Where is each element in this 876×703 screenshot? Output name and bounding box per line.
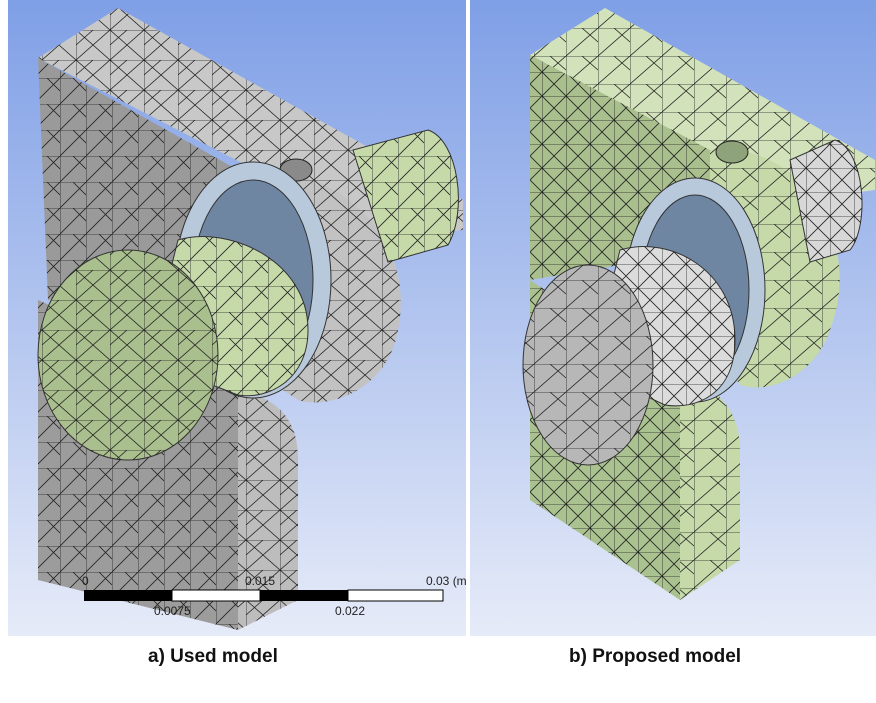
scale-label-0-03: 0.03 (m): [426, 574, 466, 588]
scale-label-0-015: 0.015: [245, 574, 275, 588]
scale-label-0-0075: 0.0075: [154, 604, 191, 618]
pin-right: [352, 129, 459, 263]
panel-used-model: 0 0.015 0.03 (m) 0.0075 0.022: [8, 0, 466, 636]
scale-bar: 0 0.015 0.03 (m) 0.0075 0.022: [82, 574, 466, 618]
scale-label-0-022: 0.022: [335, 604, 365, 618]
scale-label-0: 0: [82, 574, 89, 588]
caption-used-model: a) Used model: [148, 646, 278, 667]
proposed-model-render: [470, 0, 876, 636]
pin-right: [789, 139, 863, 263]
pin-left: [37, 236, 309, 461]
caption-proposed-model: b) Proposed model: [569, 646, 742, 667]
panel-proposed-model: [470, 0, 876, 636]
used-model-render: 0 0.015 0.03 (m) 0.0075 0.022: [8, 0, 466, 636]
pin-left: [522, 246, 736, 466]
